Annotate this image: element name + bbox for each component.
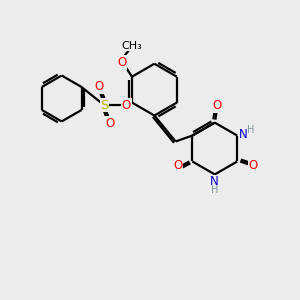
- Text: N: N: [210, 175, 219, 188]
- Text: O: O: [249, 158, 258, 172]
- Text: O: O: [122, 99, 131, 112]
- Text: O: O: [94, 80, 104, 94]
- Text: O: O: [105, 117, 114, 130]
- Text: O: O: [212, 99, 222, 112]
- Text: N: N: [239, 128, 248, 141]
- Text: CH₃: CH₃: [122, 41, 142, 51]
- Text: H: H: [211, 185, 218, 195]
- Text: S: S: [100, 99, 109, 112]
- Text: O: O: [117, 56, 126, 69]
- Text: H: H: [247, 125, 254, 135]
- Text: O: O: [174, 159, 183, 172]
